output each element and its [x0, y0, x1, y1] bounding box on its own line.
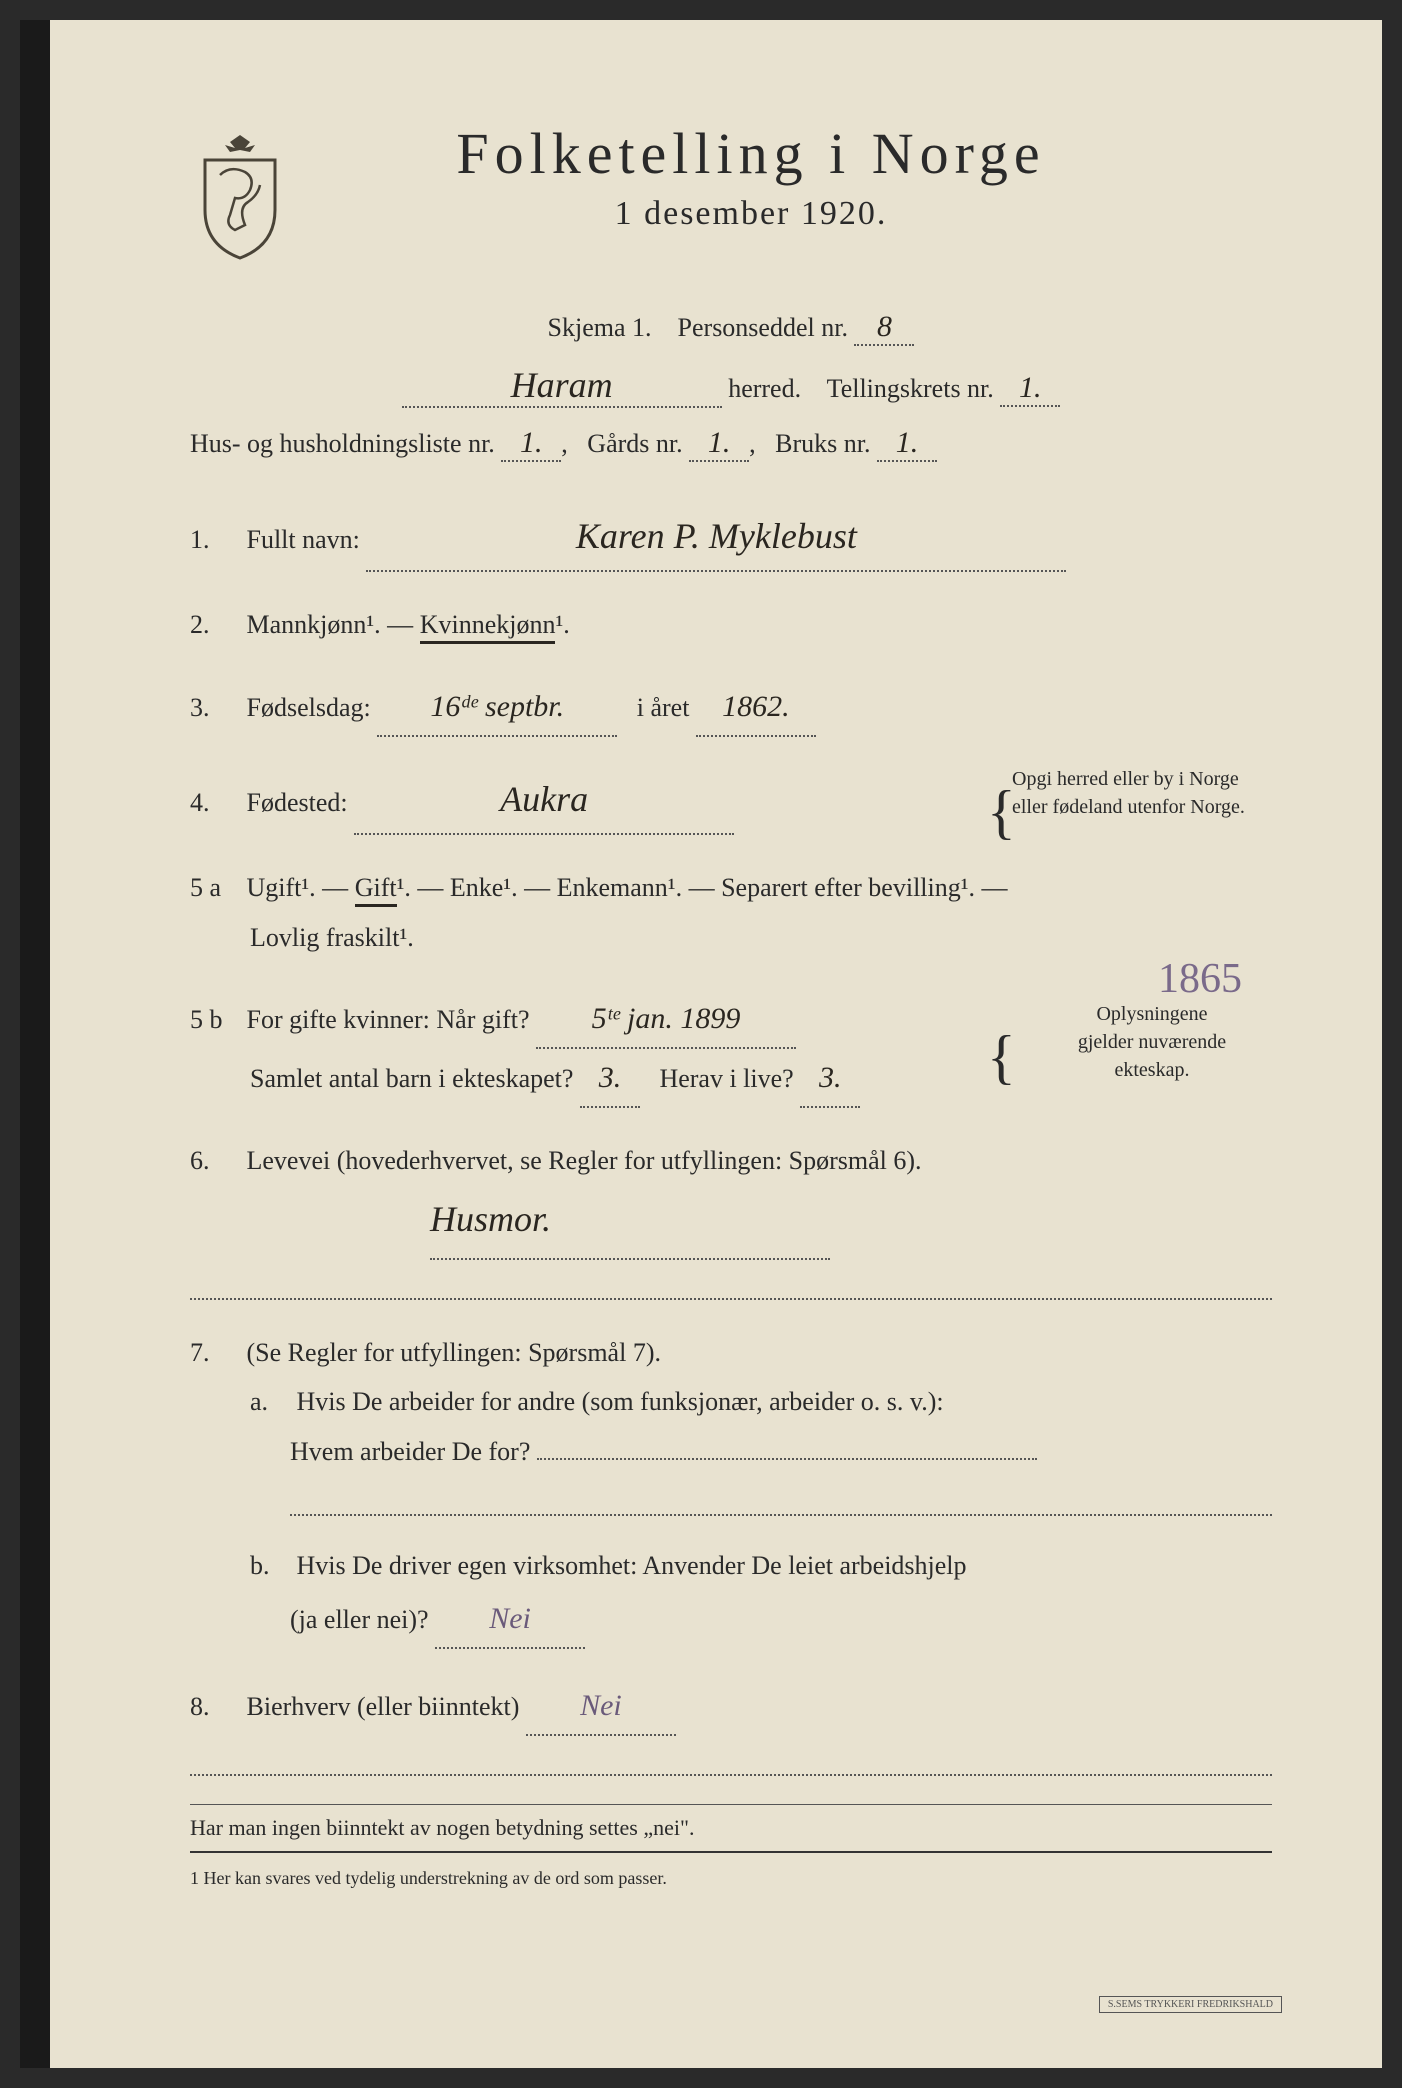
personseddel-label: Personseddel nr. [678, 313, 848, 342]
skjema-label: Skjema 1. [548, 313, 652, 342]
gards-label: Gårds nr. [587, 429, 682, 458]
blank-line [190, 1746, 1272, 1776]
q7-num: 7. [190, 1328, 240, 1377]
subtitle: 1 desember 1920. [230, 195, 1272, 233]
gards-nr: 1. [689, 426, 749, 462]
q7a-label: a. [250, 1377, 290, 1426]
q5b-alive: 3. [800, 1049, 860, 1108]
q5a-pre: Ugift¹. — [247, 873, 349, 902]
q4-label: Fødested: [247, 788, 348, 817]
personseddel-nr: 8 [854, 310, 914, 346]
printer-stamp: S.SEMS TRYKKERI FREDRIKSHALD [1099, 1996, 1282, 2013]
q8-row: 8. Bierhverv (eller biinntekt) Nei [190, 1677, 1272, 1776]
q5b-label3: Herav i live? [659, 1064, 793, 1093]
brace-icon: { [987, 770, 1016, 854]
q7-label: (Se Regler for utfyllingen: Spørsmål 7). [247, 1338, 661, 1367]
q3-year-label: i året [637, 693, 690, 722]
q3-label: Fødselsdag: [247, 693, 371, 722]
herred-value: Haram [402, 364, 722, 408]
q2-pre: Mannkjønn¹. — [247, 610, 414, 639]
blank-line [290, 1486, 1272, 1516]
q5a-row: 5 a Ugift¹. — Gift¹. — Enke¹. — Enkemann… [190, 863, 1272, 962]
q1-value: Karen P. Myklebust [366, 502, 1066, 572]
q8-num: 8. [190, 1682, 240, 1731]
bruks-nr: 1. [877, 426, 937, 462]
q5b-num: 5 b [190, 995, 240, 1044]
footnote: 1 Her kan svares ved tydelig understrekn… [190, 1868, 1272, 1889]
header: Folketelling i Norge 1 desember 1920. [190, 120, 1272, 260]
q5b-row: 1865 5 b For gifte kvinner: Når gift? 5ᵗ… [190, 990, 1272, 1108]
q4-note2: eller fødeland utenfor Norge. [1012, 796, 1245, 818]
q7a-text2: Hvem arbeider De for? [290, 1437, 530, 1466]
q5b-total: 3. [580, 1049, 640, 1108]
q3-row: 3. Fødselsdag: 16ᵈᵉ septbr. i året 1862. [190, 678, 1272, 737]
tellingskrets-nr: 1. [1000, 371, 1060, 407]
q7b-label: b. [250, 1541, 290, 1590]
q7b-text1: Hvis De driver egen virksomhet: Anvender… [297, 1551, 967, 1580]
q5b-note1: Oplysningene [1096, 1003, 1207, 1025]
q1-num: 1. [190, 515, 240, 564]
meta-line3: Hus- og husholdningsliste nr. 1., Gårds … [190, 426, 1272, 462]
q5b-note2: gjelder nuværende [1078, 1031, 1226, 1053]
q7-row: 7. (Se Regler for utfyllingen: Spørsmål … [190, 1328, 1272, 1650]
q3-year: 1862. [696, 678, 816, 737]
q8-label: Bierhverv (eller biinntekt) [247, 1692, 520, 1721]
q2-selected: Kvinnekjønn [420, 610, 556, 644]
q5b-note: { Oplysningene gjelder nuværende ekteska… [1012, 1000, 1292, 1084]
q5b-label1: For gifte kvinner: Når gift? [247, 1005, 530, 1034]
bruks-label: Bruks nr. [775, 429, 870, 458]
q2-sup: ¹. [555, 610, 569, 639]
q5a-num: 5 a [190, 863, 240, 912]
main-title: Folketelling i Norge [230, 120, 1272, 187]
tellingskrets-label: Tellingskrets nr. [827, 374, 994, 403]
q4-num: 4. [190, 778, 240, 827]
meta-line1: Skjema 1. Personseddel nr. 8 [190, 310, 1272, 346]
q3-day: 16ᵈᵉ septbr. [377, 678, 617, 737]
q6-num: 6. [190, 1136, 240, 1185]
q7b-text2: (ja eller nei)? [290, 1605, 429, 1634]
meta-line2: Haram herred. Tellingskrets nr. 1. [190, 364, 1272, 408]
footnote-text: 1 Her kan svares ved tydelig understrekn… [190, 1868, 667, 1888]
q6-row: 6. Levevei (hovederhvervet, se Regler fo… [190, 1136, 1272, 1300]
q5a-selected: Gift [355, 873, 397, 907]
q4-note: { Opgi herred eller by i Norge eller fød… [1012, 765, 1292, 821]
q2-row: 2. Mannkjønn¹. — Kvinnekjønn¹. [190, 600, 1272, 649]
q8-value: Nei [526, 1677, 676, 1736]
hushold-nr: 1. [501, 426, 561, 462]
hushold-label: Hus- og husholdningsliste nr. [190, 429, 495, 458]
q4-value: Aukra [354, 765, 734, 835]
q1-label: Fullt navn: [247, 525, 360, 554]
census-form-page: Folketelling i Norge 1 desember 1920. Sk… [20, 20, 1382, 2068]
q5b-note3: ekteskap. [1115, 1059, 1190, 1081]
blank-line [190, 1270, 1272, 1300]
q5b-when: 5ᵗᵉ jan. 1899 [536, 990, 796, 1049]
herred-label: herred. [728, 374, 801, 403]
q3-num: 3. [190, 683, 240, 732]
q6-label: Levevei (hovederhvervet, se Regler for u… [247, 1146, 922, 1175]
q5a-line2: Lovlig fraskilt¹. [250, 923, 414, 952]
title-block: Folketelling i Norge 1 desember 1920. [230, 120, 1272, 233]
q7a-value [537, 1458, 1037, 1460]
q4-row: 4. Fødested: Aukra { Opgi herred eller b… [190, 765, 1272, 835]
q7a-text1: Hvis De arbeider for andre (som funksjon… [297, 1387, 944, 1416]
q1-row: 1. Fullt navn: Karen P. Myklebust [190, 502, 1272, 572]
q5b-label2: Samlet antal barn i ekteskapet? [250, 1064, 573, 1093]
q7b-value: Nei [435, 1590, 585, 1649]
q5a-post: ¹. — Enke¹. — Enkemann¹. — Separert efte… [397, 873, 1008, 902]
footer-note: Har man ingen biinntekt av nogen betydni… [190, 1804, 1272, 1841]
brace-icon: { [987, 1015, 1016, 1099]
q4-note1: Opgi herred eller by i Norge [1012, 768, 1239, 790]
q2-num: 2. [190, 600, 240, 649]
q6-value: Husmor. [430, 1185, 830, 1259]
